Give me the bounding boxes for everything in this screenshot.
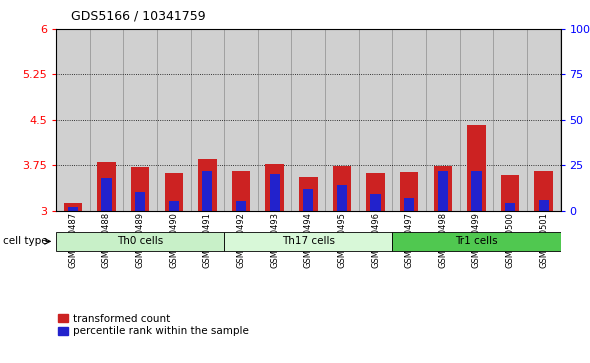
- Bar: [198, 159, 217, 211]
- Bar: [539, 200, 549, 211]
- Bar: [535, 171, 553, 211]
- Bar: [501, 175, 519, 211]
- Bar: [438, 171, 448, 211]
- Bar: [359, 29, 392, 211]
- Bar: [325, 29, 359, 211]
- Bar: [157, 29, 191, 211]
- Bar: [505, 203, 515, 211]
- Legend: transformed count, percentile rank within the sample: transformed count, percentile rank withi…: [58, 314, 249, 337]
- Bar: [371, 194, 381, 211]
- Bar: [101, 178, 112, 211]
- Bar: [392, 232, 560, 251]
- Bar: [68, 207, 78, 211]
- Bar: [434, 166, 452, 211]
- Bar: [191, 29, 224, 211]
- Bar: [56, 232, 224, 251]
- Bar: [426, 29, 460, 211]
- Text: GDS5166 / 10341759: GDS5166 / 10341759: [71, 9, 205, 22]
- Bar: [392, 29, 426, 211]
- Bar: [366, 173, 385, 211]
- Text: Th17 cells: Th17 cells: [282, 236, 335, 246]
- Bar: [404, 198, 414, 211]
- Bar: [224, 29, 258, 211]
- Bar: [64, 203, 82, 211]
- Bar: [97, 162, 116, 211]
- Bar: [169, 201, 179, 211]
- Bar: [270, 174, 280, 211]
- Text: Th0 cells: Th0 cells: [117, 236, 163, 246]
- Bar: [299, 177, 317, 211]
- Bar: [131, 167, 149, 211]
- Bar: [303, 189, 313, 211]
- Bar: [333, 166, 351, 211]
- Bar: [236, 201, 246, 211]
- Bar: [202, 171, 212, 211]
- Bar: [493, 29, 527, 211]
- Bar: [291, 29, 325, 211]
- Bar: [56, 29, 90, 211]
- Bar: [337, 185, 347, 211]
- Bar: [135, 192, 145, 211]
- Bar: [527, 29, 560, 211]
- Bar: [224, 232, 392, 251]
- Bar: [123, 29, 157, 211]
- Bar: [467, 125, 486, 211]
- Bar: [471, 171, 481, 211]
- Bar: [460, 29, 493, 211]
- Bar: [165, 173, 183, 211]
- Bar: [90, 29, 123, 211]
- Bar: [258, 29, 291, 211]
- Bar: [400, 172, 418, 211]
- Bar: [232, 171, 250, 211]
- Text: cell type: cell type: [3, 236, 48, 246]
- Text: Tr1 cells: Tr1 cells: [455, 236, 498, 246]
- Bar: [266, 164, 284, 211]
